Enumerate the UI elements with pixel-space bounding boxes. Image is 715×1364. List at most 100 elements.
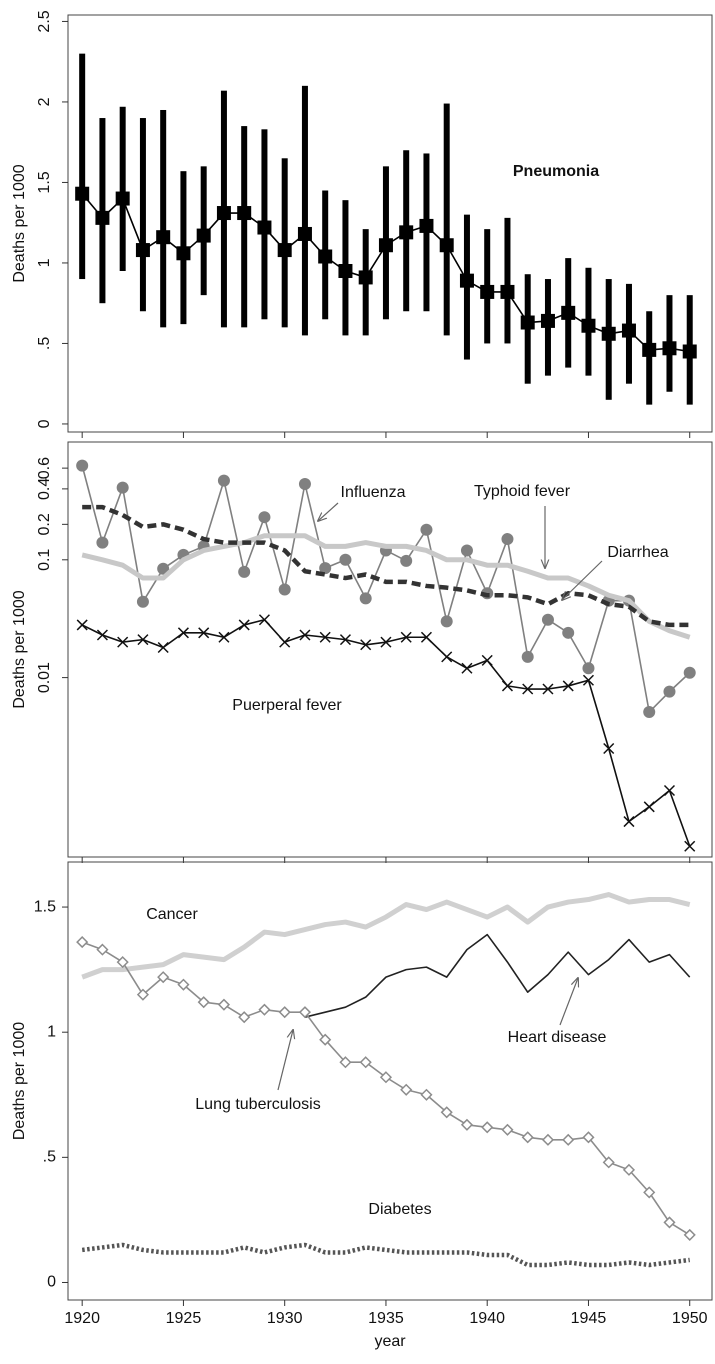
point — [441, 651, 453, 663]
range-bar — [241, 126, 248, 328]
point — [621, 323, 636, 338]
plot-frame — [67, 14, 713, 433]
point — [400, 554, 413, 567]
point — [603, 742, 615, 755]
point — [602, 1156, 615, 1169]
point — [136, 988, 149, 1001]
point — [541, 1133, 555, 1146]
point — [582, 674, 594, 686]
y-tick-label: .5 — [36, 337, 53, 350]
point — [96, 629, 108, 641]
point — [643, 706, 656, 719]
point — [338, 263, 353, 278]
point — [540, 313, 555, 328]
point — [562, 626, 575, 639]
point — [642, 342, 657, 357]
point — [521, 1131, 534, 1144]
point — [157, 642, 169, 654]
y-tick-label: 0.2 — [36, 513, 53, 535]
point — [500, 284, 515, 299]
point — [319, 631, 331, 643]
point — [76, 619, 88, 631]
y-axis-label: Deaths per 1000 — [11, 164, 28, 282]
point — [339, 553, 352, 566]
point — [663, 784, 676, 797]
point — [663, 1216, 676, 1229]
x-tick-label: 1920 — [64, 1310, 100, 1327]
point — [459, 273, 474, 288]
point — [156, 230, 171, 245]
series-line — [81, 533, 691, 640]
point — [238, 1011, 251, 1024]
point — [137, 634, 149, 646]
point — [258, 614, 270, 626]
point — [218, 631, 230, 643]
point — [419, 218, 434, 233]
point — [95, 210, 110, 225]
point — [520, 315, 535, 330]
x-tick-label: 1950 — [672, 1310, 708, 1327]
point — [582, 662, 595, 675]
point — [684, 840, 696, 852]
point — [217, 998, 230, 1011]
y-tick-label: 2 — [36, 97, 53, 106]
series-line — [304, 933, 691, 1018]
series-label: Cancer — [146, 906, 198, 923]
annotation-arrow — [562, 560, 603, 600]
point — [623, 816, 635, 828]
y-axis-label: Deaths per 1000 — [11, 590, 28, 708]
point — [177, 627, 189, 639]
point — [521, 650, 534, 663]
point — [216, 206, 231, 221]
series-line — [81, 941, 691, 1236]
point — [319, 562, 332, 575]
point — [217, 474, 230, 487]
x-tick-label: 1930 — [267, 1310, 303, 1327]
series-label: Typhoid fever — [474, 483, 571, 500]
point — [278, 583, 291, 596]
point — [298, 478, 311, 491]
point — [420, 631, 432, 643]
point — [522, 683, 534, 695]
point — [277, 243, 292, 258]
series-label: Pneumonia — [513, 163, 599, 180]
point — [561, 305, 576, 320]
point — [440, 615, 453, 628]
point — [339, 634, 351, 646]
range-bar — [79, 53, 86, 280]
point — [117, 636, 129, 648]
point — [400, 1083, 413, 1096]
series-line — [81, 618, 691, 847]
series-label: Lung tuberculosis — [195, 1096, 320, 1113]
point — [379, 1071, 393, 1084]
point — [542, 683, 554, 695]
point — [378, 238, 393, 253]
point — [237, 206, 252, 221]
point — [76, 459, 89, 472]
y-tick-label: 1 — [36, 258, 53, 267]
x-axis-label: year — [374, 1333, 406, 1350]
point — [196, 228, 211, 243]
point — [460, 1118, 474, 1131]
point — [541, 613, 554, 626]
y-tick-label: 1.5 — [34, 898, 56, 915]
point — [176, 246, 191, 261]
point — [400, 631, 412, 643]
series-label: Heart disease — [508, 1029, 607, 1046]
range-bar — [301, 85, 308, 336]
point — [562, 680, 574, 692]
point — [501, 680, 513, 692]
point — [481, 654, 493, 666]
point — [257, 220, 272, 235]
point — [136, 595, 149, 608]
point — [75, 186, 90, 201]
annotation-arrow — [318, 502, 339, 521]
point — [380, 636, 392, 648]
x-tick-label: 1940 — [469, 1310, 505, 1327]
point — [96, 536, 109, 549]
point — [420, 1088, 433, 1101]
range-bar — [99, 118, 106, 304]
y-tick-label: 1.5 — [36, 171, 53, 193]
point — [359, 1056, 372, 1069]
point — [501, 1123, 514, 1136]
